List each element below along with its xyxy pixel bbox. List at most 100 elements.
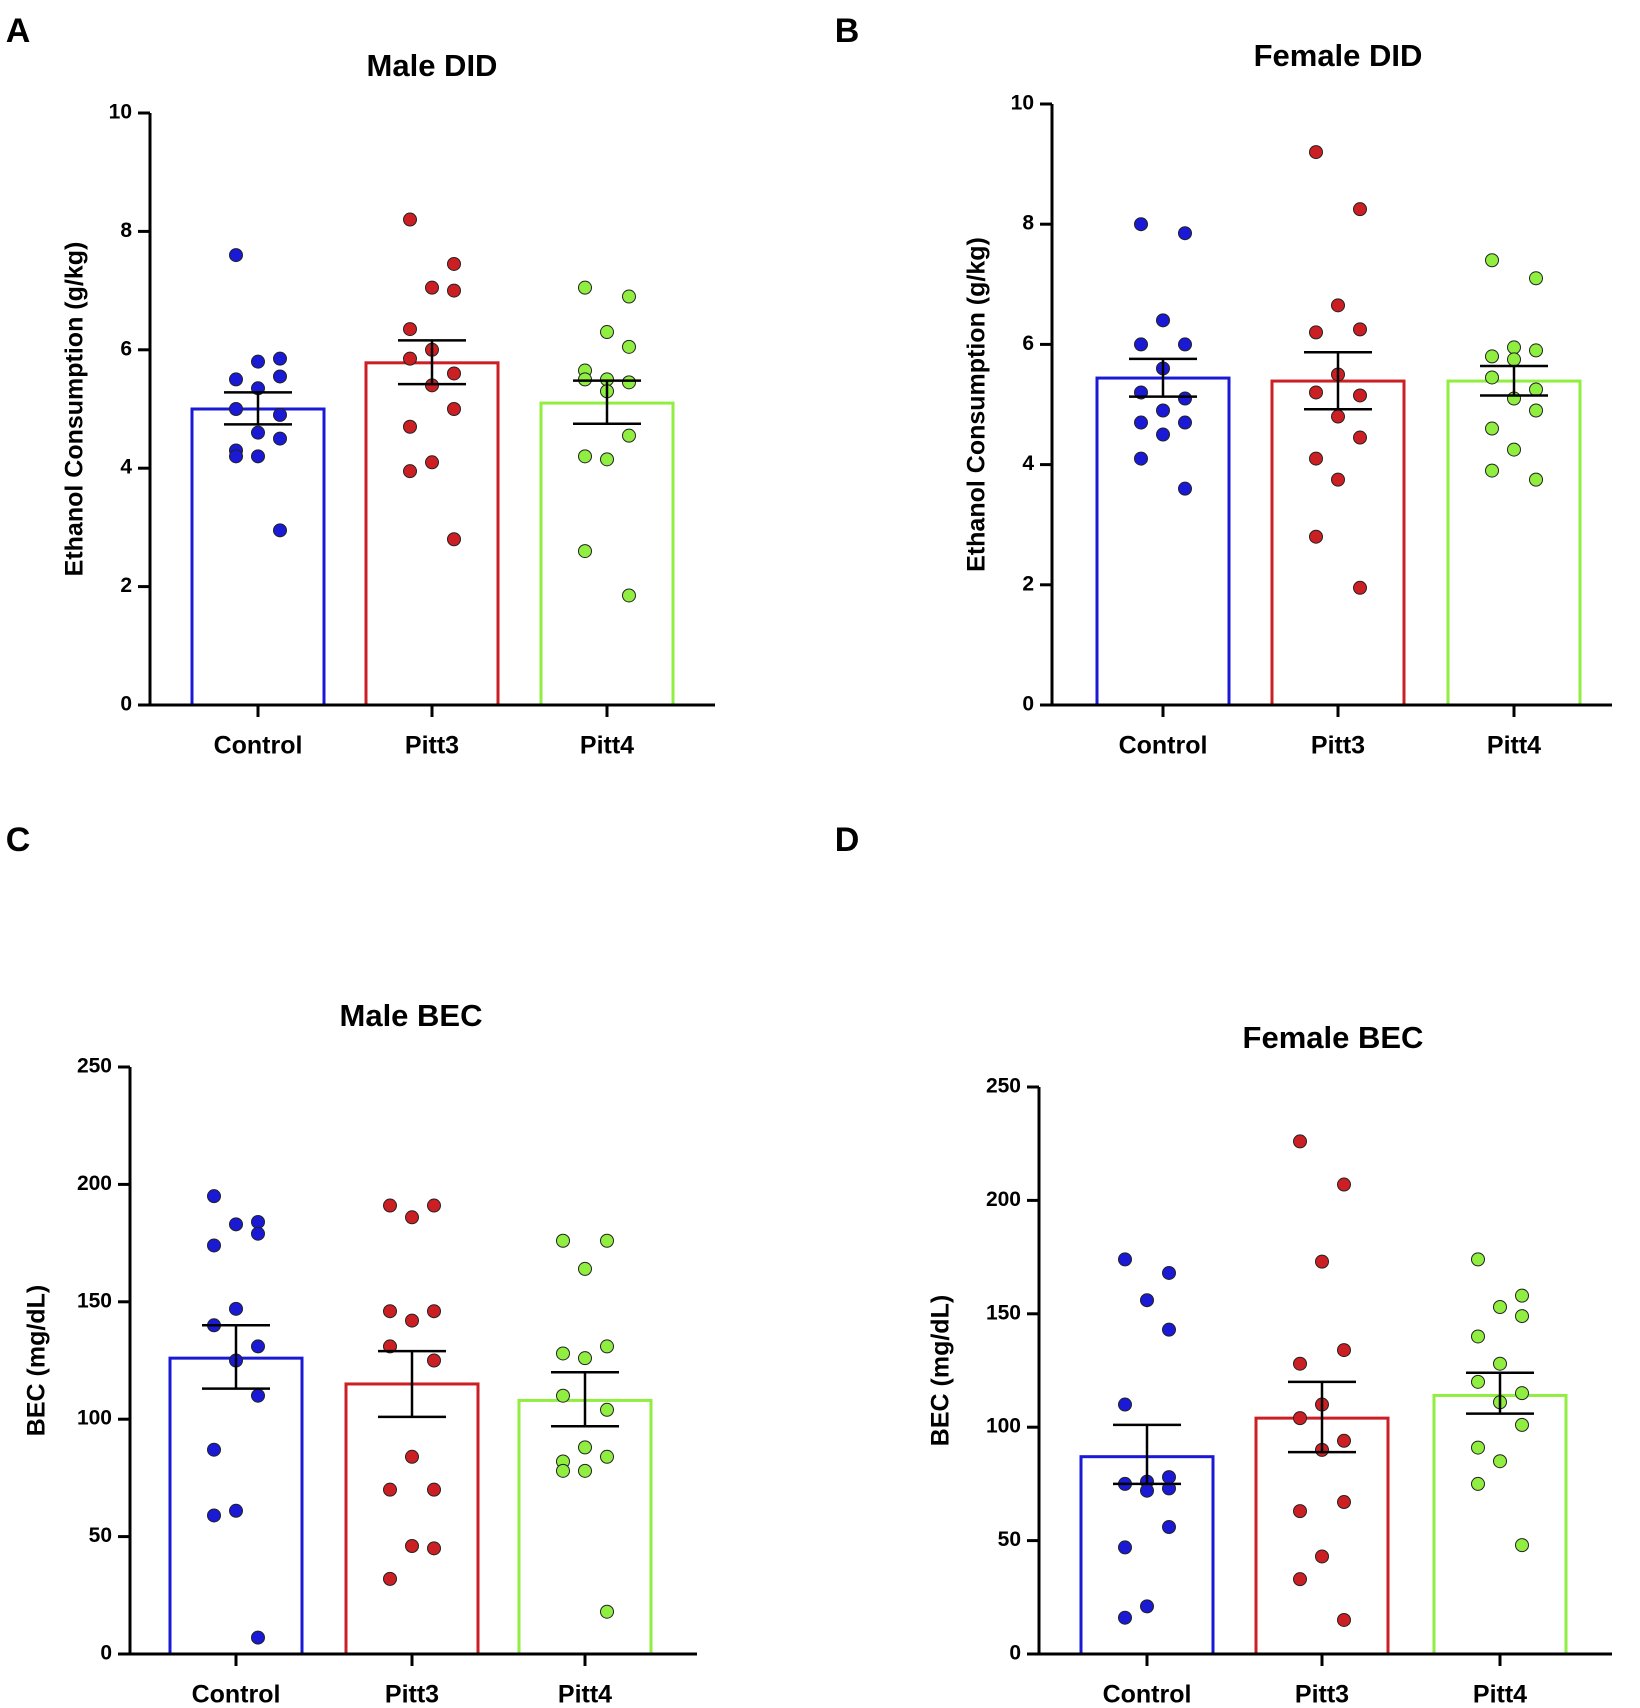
- data-point-pitt4: [578, 1463, 592, 1478]
- y-tick-label: 0: [120, 693, 132, 716]
- data-point-pitt3: [1309, 325, 1323, 340]
- y-axis-label: Ethanol Consumption (g/kg): [963, 237, 991, 572]
- data-point-control: [229, 248, 243, 263]
- data-point-control: [251, 1630, 265, 1645]
- data-point-pitt4: [600, 1449, 614, 1464]
- data-point-control: [1134, 451, 1148, 466]
- x-tick-label-pitt3: Pitt3: [385, 1681, 439, 1708]
- data-point-pitt3: [1293, 1411, 1307, 1426]
- data-point-pitt4: [556, 1388, 570, 1403]
- data-point-control: [273, 351, 287, 366]
- data-point-pitt3: [1353, 580, 1367, 595]
- data-point-control: [229, 449, 243, 464]
- data-point-pitt3: [405, 1313, 419, 1328]
- data-point-control: [207, 1238, 221, 1253]
- data-point-pitt4: [578, 449, 592, 464]
- data-point-control: [273, 407, 287, 422]
- data-point-pitt3: [1337, 1612, 1351, 1627]
- data-point-pitt4: [1485, 370, 1499, 385]
- data-point-control: [1134, 415, 1148, 430]
- data-point-pitt4: [556, 1233, 570, 1248]
- y-tick-label: 8: [1022, 212, 1034, 235]
- y-tick-label: 10: [109, 101, 132, 124]
- data-point-pitt4: [1485, 463, 1499, 478]
- data-point-pitt3: [1293, 1134, 1307, 1149]
- y-tick-label: 50: [998, 1528, 1021, 1551]
- data-point-pitt4: [1529, 343, 1543, 358]
- x-tick-label-pitt3: Pitt3: [1295, 1681, 1349, 1708]
- data-point-pitt3: [1337, 1495, 1351, 1510]
- y-axis-label: BEC (mg/dL): [927, 1295, 955, 1446]
- data-point-pitt4: [578, 1440, 592, 1455]
- data-point-control: [1140, 1599, 1154, 1614]
- x-tick-label-pitt4: Pitt4: [558, 1681, 612, 1708]
- y-tick-label: 6: [1022, 332, 1034, 355]
- data-point-control: [1118, 1397, 1132, 1412]
- data-point-pitt4: [1529, 403, 1543, 418]
- data-point-pitt3: [447, 283, 461, 298]
- data-point-pitt3: [1331, 409, 1345, 424]
- y-tick-label: 100: [77, 1407, 112, 1430]
- data-point-pitt3: [403, 322, 417, 337]
- data-point-control: [1178, 481, 1192, 496]
- data-point-control: [1140, 1293, 1154, 1308]
- data-point-pitt3: [383, 1198, 397, 1213]
- data-point-pitt4: [578, 280, 592, 295]
- data-point-pitt4: [1485, 349, 1499, 364]
- panel-A: A Male DID Ethanol Consumption (g/kg) 0 2 4 6 8…: [6, 12, 715, 760]
- data-point-control: [251, 425, 265, 440]
- data-point-pitt4: [600, 1604, 614, 1619]
- y-tick-label: 0: [1022, 693, 1034, 716]
- data-point-pitt3: [1337, 1343, 1351, 1358]
- y-axis-label: Ethanol Consumption (g/kg): [61, 242, 89, 577]
- data-point-control: [1118, 1540, 1132, 1555]
- y-tick-label: 8: [120, 219, 132, 242]
- data-point-pitt3: [405, 1449, 419, 1464]
- data-point-control: [1162, 1470, 1176, 1485]
- data-point-pitt3: [1309, 385, 1323, 400]
- data-point-pitt4: [1515, 1538, 1529, 1553]
- data-point-pitt3: [403, 419, 417, 434]
- panel-label: C: [6, 821, 31, 859]
- data-point-control: [251, 1226, 265, 1241]
- data-point-control: [1162, 1265, 1176, 1280]
- data-point-pitt3: [1353, 202, 1367, 217]
- y-tick-label: 200: [77, 1172, 112, 1195]
- data-point-pitt3: [403, 351, 417, 366]
- data-point-pitt4: [1471, 1374, 1485, 1389]
- data-point-control: [1178, 226, 1192, 241]
- x-tick-label-control: Control: [214, 732, 303, 760]
- y-tick-label: 2: [1022, 572, 1034, 595]
- data-point-pitt3: [427, 1541, 441, 1556]
- data-point-control: [1156, 313, 1170, 328]
- data-point-pitt3: [383, 1571, 397, 1586]
- data-point-pitt3: [1309, 529, 1323, 544]
- data-point-pitt4: [600, 1339, 614, 1354]
- data-point-pitt4: [1515, 1386, 1529, 1401]
- chart-title: Male DID: [367, 48, 498, 83]
- data-point-control: [1178, 415, 1192, 430]
- x-tick-label-pitt3: Pitt3: [405, 732, 459, 760]
- data-point-control: [1118, 1252, 1132, 1267]
- chart-title: Male BEC: [340, 998, 483, 1033]
- data-point-pitt3: [383, 1339, 397, 1354]
- data-point-control: [229, 1217, 243, 1232]
- data-point-pitt4: [1507, 442, 1521, 457]
- data-point-control: [207, 1189, 221, 1204]
- data-point-pitt3: [427, 1304, 441, 1319]
- data-point-pitt3: [1309, 145, 1323, 160]
- data-point-pitt3: [1353, 430, 1367, 445]
- data-point-pitt3: [1337, 1177, 1351, 1192]
- data-point-pitt4: [578, 1351, 592, 1366]
- data-point-pitt3: [405, 1210, 419, 1225]
- x-tick-label-pitt4: Pitt4: [580, 732, 634, 760]
- data-point-control: [229, 372, 243, 387]
- y-tick-label: 250: [77, 1055, 112, 1078]
- y-tick-label: 50: [89, 1524, 112, 1547]
- x-tick-label-pitt3: Pitt3: [1311, 732, 1365, 760]
- y-tick-label: 150: [986, 1301, 1021, 1324]
- data-point-pitt3: [447, 256, 461, 271]
- panel-C: C Male BEC BEC (mg/dL) 0 50 100 150 200 250 Contr…: [6, 821, 697, 1708]
- data-point-control: [251, 354, 265, 369]
